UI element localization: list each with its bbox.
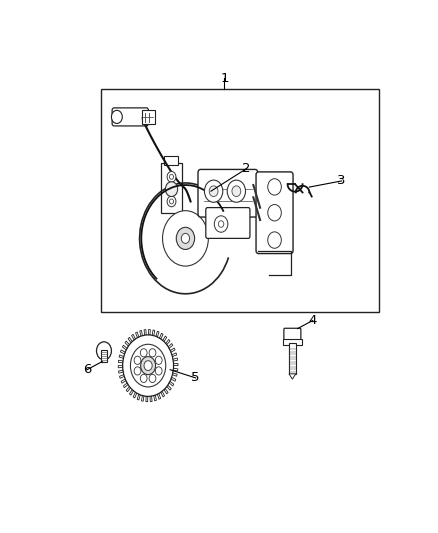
- Circle shape: [268, 179, 281, 195]
- FancyBboxPatch shape: [101, 350, 107, 361]
- Circle shape: [111, 110, 122, 124]
- Text: 4: 4: [308, 314, 317, 327]
- Text: 2: 2: [242, 162, 251, 175]
- Circle shape: [134, 356, 141, 365]
- Circle shape: [123, 335, 173, 397]
- FancyBboxPatch shape: [198, 169, 258, 217]
- FancyBboxPatch shape: [283, 339, 301, 345]
- Polygon shape: [289, 374, 296, 379]
- Circle shape: [181, 233, 190, 244]
- Circle shape: [141, 357, 155, 375]
- FancyBboxPatch shape: [284, 328, 301, 342]
- Circle shape: [232, 186, 241, 197]
- Circle shape: [149, 349, 156, 357]
- FancyBboxPatch shape: [112, 108, 148, 126]
- FancyBboxPatch shape: [256, 172, 293, 254]
- Circle shape: [214, 216, 228, 232]
- Circle shape: [155, 367, 162, 375]
- Text: 3: 3: [337, 174, 346, 188]
- Circle shape: [134, 367, 141, 375]
- Circle shape: [170, 174, 173, 179]
- Circle shape: [162, 211, 208, 266]
- Circle shape: [166, 182, 178, 197]
- FancyBboxPatch shape: [161, 163, 182, 213]
- Circle shape: [176, 227, 194, 249]
- Circle shape: [205, 180, 223, 202]
- Circle shape: [209, 186, 218, 197]
- Circle shape: [140, 374, 147, 383]
- Circle shape: [227, 180, 246, 202]
- Text: 1: 1: [220, 72, 229, 85]
- FancyBboxPatch shape: [164, 156, 178, 165]
- Bar: [101, 88, 379, 312]
- FancyBboxPatch shape: [289, 343, 296, 374]
- Circle shape: [268, 205, 281, 221]
- Circle shape: [219, 221, 224, 227]
- Circle shape: [167, 172, 176, 182]
- Circle shape: [167, 196, 176, 207]
- Circle shape: [131, 344, 166, 387]
- Circle shape: [155, 356, 162, 365]
- FancyBboxPatch shape: [142, 110, 155, 124]
- Circle shape: [96, 342, 111, 360]
- Circle shape: [170, 199, 173, 204]
- Circle shape: [140, 349, 147, 357]
- FancyBboxPatch shape: [206, 207, 250, 238]
- Text: 5: 5: [191, 372, 200, 384]
- Circle shape: [268, 232, 281, 248]
- Circle shape: [144, 361, 152, 370]
- Circle shape: [149, 374, 156, 383]
- Text: 6: 6: [83, 363, 91, 376]
